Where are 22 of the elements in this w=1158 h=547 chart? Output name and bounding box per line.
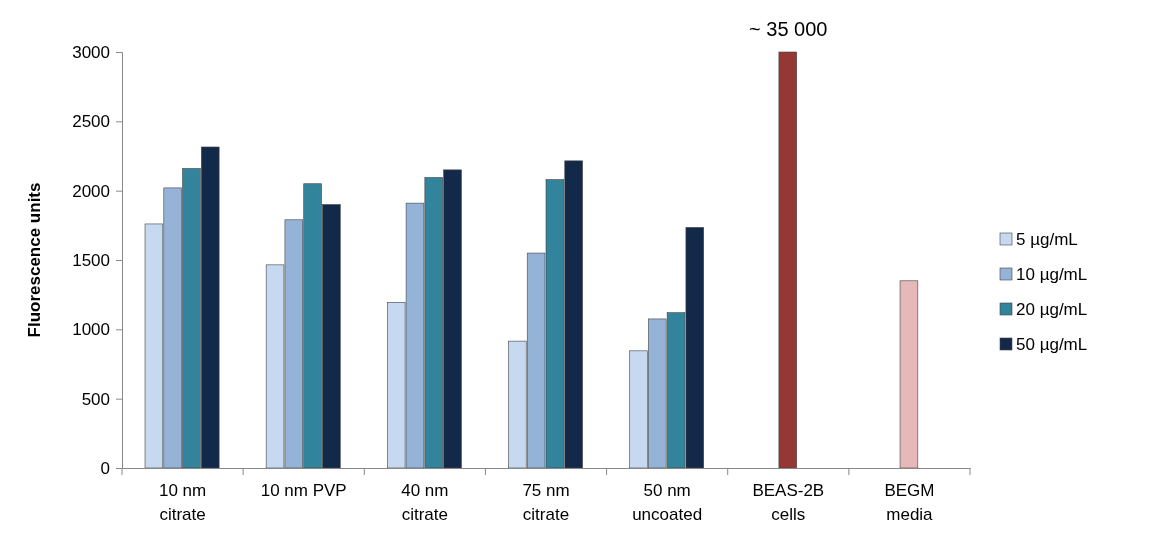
legend-label: 10 µg/mL (1016, 265, 1088, 284)
x-tick-label: BEGM media (884, 481, 935, 524)
x-tick-label: 50 nm uncoated (632, 481, 703, 524)
y-tick-label: 1500 (72, 250, 110, 270)
y-tick-label: 500 (81, 389, 110, 409)
x-tick-label: 10 nm citrate (158, 481, 207, 524)
x-tick-label: 75 nm citrate (522, 481, 570, 524)
x-tick-label: 40 nm citrate (401, 481, 449, 524)
x-tick-label: BEAS-2B cells (752, 481, 825, 524)
legend-label: 5 µg/mL (1016, 230, 1078, 249)
legend-label: 50 µg/mL (1016, 335, 1088, 354)
x-tick-label: 10 nm PVP (260, 481, 347, 500)
bar (899, 280, 919, 469)
annotation: ~ 35 000 (749, 18, 828, 40)
y-tick-label: 2000 (72, 181, 110, 201)
y-tick-label: 1000 (72, 320, 110, 340)
y-tick-label: 3000 (72, 42, 110, 62)
y-tick-label: 2500 (72, 112, 110, 132)
bar (778, 51, 797, 469)
legend-label: 20 µg/mL (1016, 300, 1088, 319)
y-tick-label: 0 (100, 458, 110, 478)
y-axis-title: Fluorescence units (25, 182, 44, 338)
